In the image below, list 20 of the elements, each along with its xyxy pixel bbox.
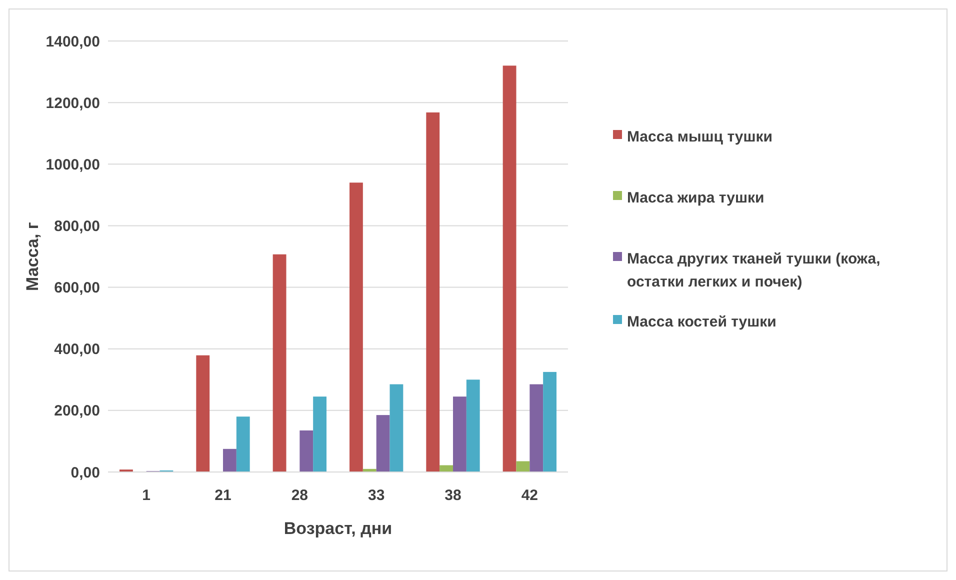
y-tick-label: 600,00 [54, 280, 100, 297]
x-tick-label: 21 [214, 487, 232, 504]
x-tick-label: 38 [444, 487, 462, 504]
y-axis-title: Масса, г [23, 222, 42, 291]
y-tick-label: 400,00 [54, 341, 100, 358]
y-tick-label: 1400,00 [46, 33, 100, 50]
legend-label: Масса костей тушки [627, 313, 776, 330]
legend-label: Масса мышц тушки [627, 128, 772, 146]
legend-label: Масса жира тушки [627, 189, 764, 206]
x-tick-label: 42 [521, 487, 538, 504]
y-tick-label: 800,00 [54, 218, 100, 235]
y-tick-label: 1200,00 [46, 94, 100, 112]
legend-label: Масса других тканей тушки (кожа, остатки легких и почек) [627, 250, 880, 290]
y-tick-label: 200,00 [54, 402, 100, 420]
x-tick-label: 1 [142, 487, 151, 504]
y-tick-label: 0,00 [70, 464, 100, 482]
x-axis-title: Возраст, дни [284, 519, 392, 538]
x-tick-label: 33 [368, 487, 385, 504]
y-tick-label: 1000,00 [46, 156, 100, 174]
x-tick-label: 28 [291, 487, 308, 504]
